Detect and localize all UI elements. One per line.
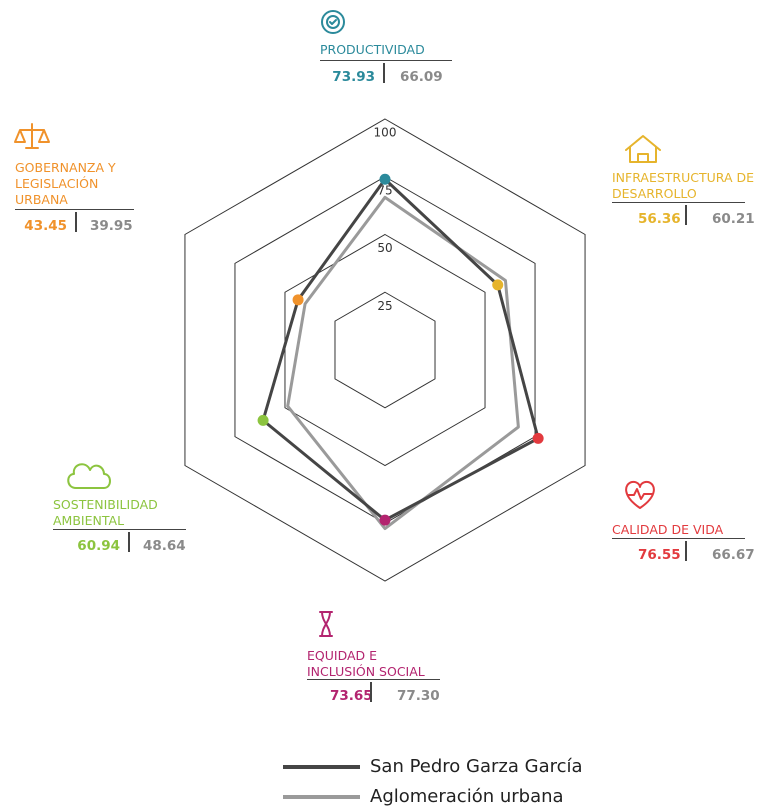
primary-value: 60.94 (77, 538, 120, 554)
primary-value: 43.45 (24, 218, 67, 234)
data-point (492, 279, 504, 291)
value-divider (383, 63, 385, 83)
category-label: EQUIDAD E INCLUSIÓN SOCIAL (307, 648, 425, 679)
value-divider (685, 541, 687, 561)
health-icon (625, 480, 655, 509)
series-line (261, 177, 540, 522)
primary-value: 56.36 (638, 211, 681, 227)
data-point (379, 514, 391, 526)
value-divider (370, 682, 372, 702)
label-underline (612, 202, 745, 203)
primary-value: 76.55 (638, 547, 681, 563)
r-tick-label: 50 (377, 241, 392, 255)
r-tick-label: 25 (377, 299, 392, 313)
label-underline (15, 209, 134, 210)
label-underline (307, 679, 440, 680)
grid-ring (334, 291, 436, 409)
value-divider (128, 532, 130, 552)
data-point (292, 294, 304, 306)
infrastructure-icon (625, 135, 661, 163)
secondary-value: 60.21 (712, 211, 755, 227)
category-label: GOBERNANZA Y LEGISLACIÓN URBANA (15, 160, 116, 207)
label-underline (320, 60, 452, 61)
grid-ring (284, 233, 486, 467)
value-divider (75, 212, 77, 232)
r-tick-label: 100 (374, 126, 397, 140)
legend: San Pedro Garza García Aglomeración urban… (283, 756, 583, 806)
data-point (532, 432, 544, 444)
category-label: CALIDAD DE VIDA (612, 522, 724, 537)
label-underline (612, 538, 745, 539)
data-point (379, 173, 391, 185)
secondary-value: 66.67 (712, 547, 755, 563)
primary-value: 73.93 (332, 69, 375, 85)
category-label: INFRAESTRUCTURA DE DESARROLLO (612, 170, 754, 201)
category-label: SOSTENIBILIDAD AMBIENTAL (53, 497, 158, 528)
label-underline (53, 529, 186, 530)
secondary-value: 48.64 (143, 538, 186, 554)
legend-label: San Pedro Garza García (370, 756, 583, 777)
series-line (286, 195, 520, 531)
productivity-icon (321, 10, 345, 34)
secondary-value: 66.09 (400, 69, 443, 85)
grid-ring (234, 176, 536, 524)
legend-label: Aglomeración urbana (370, 786, 564, 806)
plot (257, 173, 544, 531)
equity-icon (319, 611, 333, 637)
primary-value: 73.65 (330, 688, 373, 704)
icons (14, 10, 661, 637)
secondary-value: 39.95 (90, 218, 133, 234)
secondary-value: 77.30 (397, 688, 440, 704)
governance-icon (14, 123, 50, 149)
environment-icon (67, 463, 111, 489)
category-label: PRODUCTIVIDAD (320, 42, 425, 57)
grid-ring (184, 118, 586, 582)
value-divider (685, 205, 687, 225)
data-point (257, 414, 269, 426)
